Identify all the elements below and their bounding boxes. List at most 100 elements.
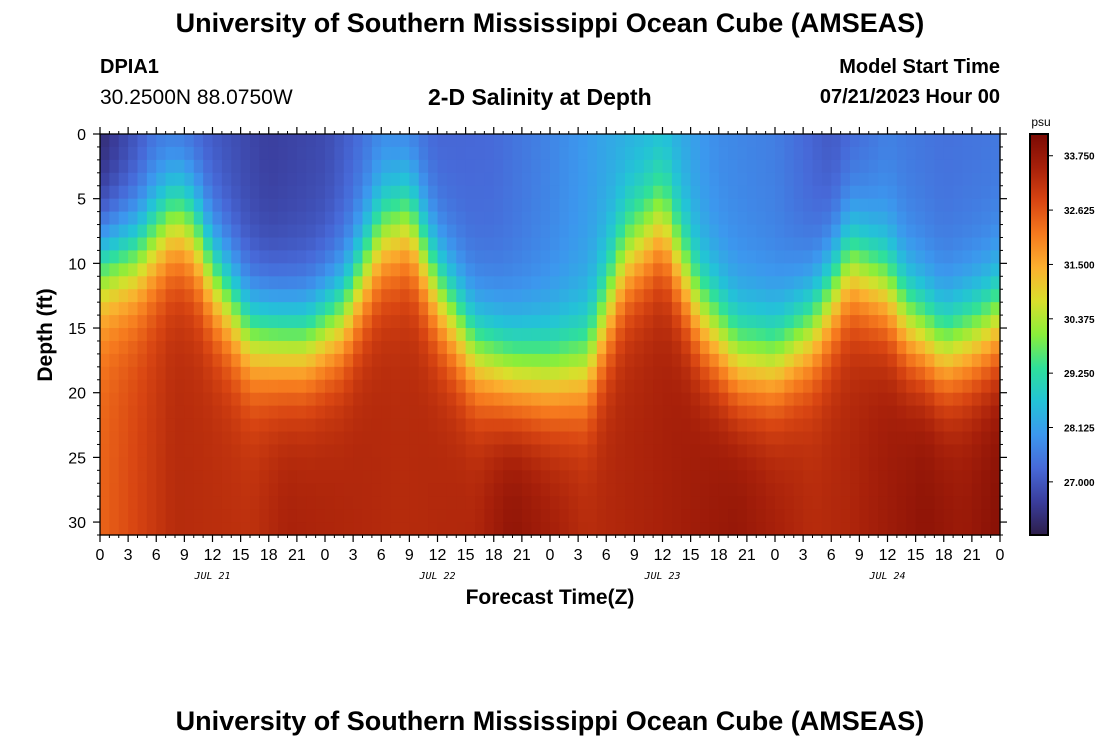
heatmap-cell <box>221 263 232 277</box>
heatmap-cell <box>728 522 739 536</box>
heatmap-cell <box>540 185 551 200</box>
heatmap-cell <box>812 224 823 239</box>
heatmap-cell <box>643 431 654 446</box>
heatmap-cell <box>840 315 851 329</box>
heatmap-cell <box>850 224 860 239</box>
heatmap-cell <box>315 134 326 148</box>
heatmap-cell <box>671 444 682 458</box>
heatmap-cell <box>325 211 335 226</box>
heatmap-cell <box>437 211 448 226</box>
heatmap-cell <box>540 483 551 497</box>
heatmap-cell <box>625 340 635 355</box>
heatmap-cell <box>737 353 748 368</box>
heatmap-cell <box>981 457 992 471</box>
heatmap-cell <box>746 302 757 316</box>
heatmap-cell <box>915 224 926 239</box>
heatmap-cell <box>250 211 260 226</box>
heatmap-cell <box>756 134 767 148</box>
y-tick-label: 20 <box>68 386 86 403</box>
heatmap-cell <box>700 276 710 290</box>
heatmap-cell <box>587 302 598 316</box>
heatmap-cell <box>400 496 410 510</box>
heatmap-cell <box>625 134 635 148</box>
heatmap-cell <box>887 328 898 342</box>
heatmap-cell <box>953 276 964 290</box>
heatmap-cell <box>428 250 439 264</box>
heatmap-cell <box>915 250 926 264</box>
heatmap-cell <box>325 405 335 420</box>
heatmap-cell <box>203 263 214 277</box>
heatmap-cell <box>278 224 289 239</box>
heatmap-cell <box>212 431 223 446</box>
heatmap-cell <box>240 172 251 187</box>
heatmap-cell <box>793 263 804 277</box>
heatmap-cell <box>325 509 335 523</box>
heatmap-cell <box>775 340 785 355</box>
heatmap-cell <box>325 198 335 213</box>
heatmap-cell <box>165 250 176 264</box>
heatmap-cell <box>109 379 120 394</box>
heatmap-cell <box>175 185 185 200</box>
heatmap-cell <box>446 250 457 264</box>
heatmap-cell <box>278 457 289 471</box>
heatmap-cell <box>915 185 926 200</box>
heatmap-cell <box>484 509 495 523</box>
heatmap-cell <box>653 522 664 536</box>
heatmap-cell <box>765 276 776 290</box>
heatmap-cell <box>606 315 617 329</box>
heatmap-cell <box>953 198 964 213</box>
heatmap-cell <box>315 159 326 174</box>
heatmap-cell <box>568 211 579 226</box>
heatmap-cell <box>531 405 542 420</box>
heatmap-cell <box>409 483 420 497</box>
heatmap-cell <box>540 237 551 252</box>
heatmap-cell <box>146 146 157 161</box>
heatmap-cell <box>821 366 832 381</box>
heatmap-cell <box>615 509 626 523</box>
heatmap-cell <box>709 483 720 497</box>
heatmap-cell <box>831 146 842 161</box>
heatmap-cell <box>971 185 982 200</box>
heatmap-cell <box>709 470 720 484</box>
heatmap-cell <box>156 444 167 458</box>
heatmap-cell <box>212 405 223 420</box>
heatmap-cell <box>775 289 785 303</box>
heatmap-cell <box>887 250 898 264</box>
heatmap-cell <box>371 353 382 368</box>
heatmap-cell <box>353 340 364 355</box>
heatmap-cell <box>831 379 842 394</box>
heatmap-cell <box>662 496 673 510</box>
heatmap-cell <box>428 444 439 458</box>
heatmap-cell <box>812 134 823 148</box>
heatmap-cell <box>465 392 476 407</box>
heatmap-cell <box>850 302 860 316</box>
heatmap-cell <box>446 185 457 200</box>
heatmap-cell <box>559 185 570 200</box>
heatmap-cell <box>943 522 954 536</box>
heatmap-cell <box>606 431 617 446</box>
heatmap-cell <box>868 159 879 174</box>
heatmap-cell <box>878 276 889 290</box>
heatmap-cell <box>784 224 795 239</box>
heatmap-cell <box>475 237 485 252</box>
heatmap-cell <box>521 185 532 200</box>
heatmap-cell <box>859 289 870 303</box>
heatmap-cell <box>428 134 439 148</box>
heatmap-cell <box>240 159 251 174</box>
heatmap-cell <box>418 392 429 407</box>
heatmap-cell <box>653 366 664 381</box>
heatmap-cell <box>381 302 392 316</box>
heatmap-cell <box>475 392 485 407</box>
heatmap-cell <box>596 340 607 355</box>
heatmap-cell <box>887 405 898 420</box>
heatmap-cell <box>803 198 814 213</box>
heatmap-cell <box>831 263 842 277</box>
heatmap-cell <box>531 172 542 187</box>
heatmap-cell <box>334 237 345 252</box>
heatmap-cell <box>390 379 401 394</box>
heatmap-cell <box>859 431 870 446</box>
heatmap-cell <box>925 134 935 148</box>
heatmap-cell <box>906 366 917 381</box>
heatmap-cell <box>681 276 692 290</box>
heatmap-cell <box>540 457 551 471</box>
